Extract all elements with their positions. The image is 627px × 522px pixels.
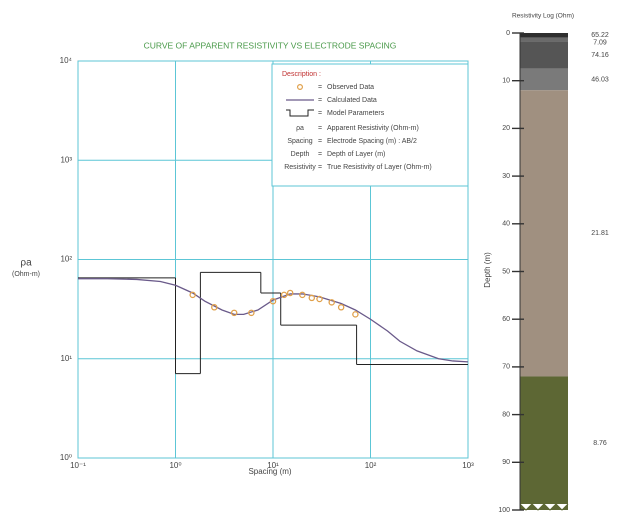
log-layer	[520, 33, 568, 38]
y-axis-label: ρa	[20, 258, 32, 269]
legend-separator: =	[318, 138, 322, 145]
log-layer	[520, 69, 568, 90]
x-tick-label: 10³	[462, 461, 474, 470]
legend-separator: =	[318, 125, 322, 132]
legend-label: Calculated Data	[327, 97, 377, 104]
chart-title: CURVE OF APPARENT RESISTIVITY VS ELECTRO…	[144, 40, 397, 50]
y-tick-label: 10⁴	[60, 56, 73, 65]
legend-label: Depth of Layer (m)	[327, 151, 385, 158]
legend-term: Depth	[291, 151, 310, 158]
x-tick-label: 10²	[365, 461, 377, 470]
log-layer	[520, 42, 568, 69]
log-tick-label: 100	[498, 507, 510, 514]
log-tick-label: 60	[502, 316, 510, 323]
log-title: Resistivity Log (Ohm)	[512, 13, 574, 20]
observed-point	[288, 290, 293, 295]
x-tick-label: 10⁰	[169, 461, 181, 470]
observed-point	[339, 305, 344, 310]
legend-separator: =	[318, 84, 322, 91]
legend-separator: =	[318, 97, 322, 104]
log-tick-label: 90	[502, 459, 510, 466]
log-tick-label: 20	[502, 125, 510, 132]
legend-label: True Resistivity of Layer (Ohm-m)	[327, 164, 432, 171]
y-tick-label: 10³	[60, 155, 72, 164]
x-tick-label: 10¹	[267, 461, 279, 470]
layer-resistivity: 46.03	[591, 76, 609, 83]
layer-resistivity: 65.22	[591, 32, 609, 39]
y-tick-label: 10¹	[60, 354, 72, 363]
log-tick-label: 70	[502, 364, 510, 371]
log-tick-label: 10	[502, 78, 510, 85]
legend-label: Model Parameters	[327, 110, 385, 117]
legend-term: ρa	[296, 125, 304, 132]
log-layer	[520, 376, 568, 510]
log-tick-label: 40	[502, 221, 510, 228]
layer-resistivity: 7.09	[593, 40, 607, 47]
legend-term: Resistivity	[284, 164, 316, 171]
layer-resistivity: 21.81	[591, 230, 609, 237]
log-tick-label: 0	[506, 30, 510, 37]
observed-point	[353, 312, 358, 317]
layer-resistivity: 8.76	[593, 440, 607, 447]
legend-label: Observed Data	[327, 84, 374, 91]
legend-separator: =	[318, 151, 322, 158]
x-tick-label: 10⁻¹	[70, 461, 86, 470]
log-tick-label: 30	[502, 173, 510, 180]
y-tick-label: 10⁰	[60, 453, 72, 462]
page: CURVE OF APPARENT RESISTIVITY VS ELECTRO…	[0, 0, 627, 522]
legend-label: Apparent Resistivity (Ohm-m)	[327, 125, 419, 132]
log-tick-label: 50	[502, 268, 510, 275]
y-tick-label: 10²	[60, 255, 72, 264]
legend-title: Description :	[282, 71, 321, 78]
legend-separator: =	[318, 164, 322, 171]
legend-term: Spacing	[287, 138, 312, 145]
log-tick-label: 80	[502, 411, 510, 418]
legend-label: Electrode Spacing (m) : AB/2	[327, 138, 417, 145]
log-axis-label: Depth (m)	[483, 252, 492, 288]
log-layer	[520, 38, 568, 42]
log-layer	[520, 90, 568, 376]
y-axis-unit: (Ohm-m)	[12, 271, 40, 278]
layer-resistivity: 74.16	[591, 52, 609, 59]
legend-separator: =	[318, 110, 322, 117]
